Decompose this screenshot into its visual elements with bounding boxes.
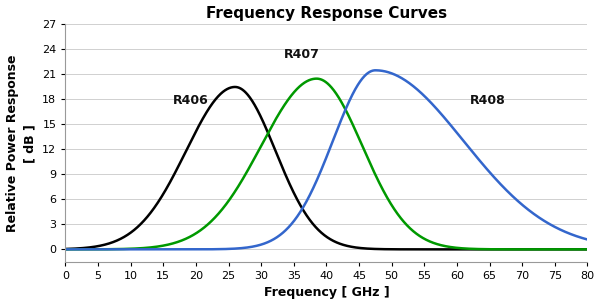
Y-axis label: Relative Power Response
[ dB ]: Relative Power Response [ dB ] bbox=[5, 54, 37, 232]
Text: R406: R406 bbox=[173, 94, 209, 107]
Text: R408: R408 bbox=[470, 94, 506, 107]
Text: R407: R407 bbox=[284, 48, 320, 61]
X-axis label: Frequency [ GHz ]: Frequency [ GHz ] bbox=[263, 286, 389, 300]
Title: Frequency Response Curves: Frequency Response Curves bbox=[206, 5, 447, 20]
